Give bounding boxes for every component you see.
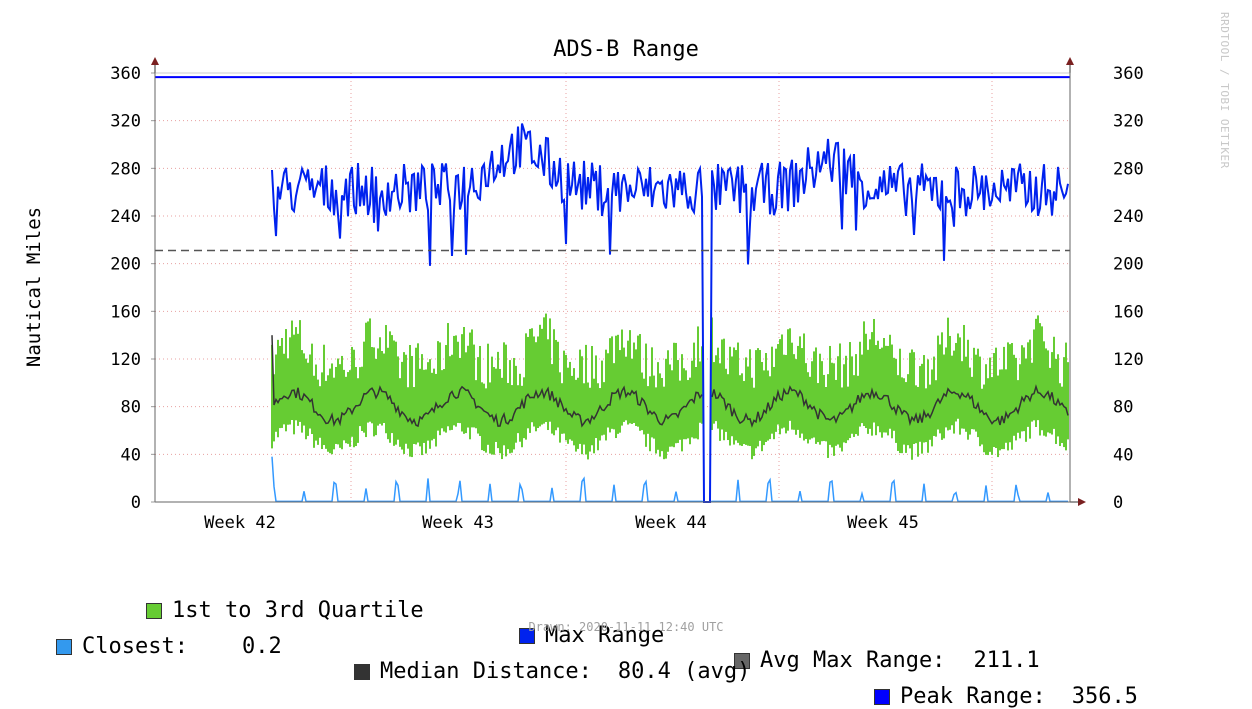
legend-median: Median Distance: 80.4 (avg)	[354, 659, 750, 684]
y-tick-label-left: 360	[110, 64, 141, 84]
y-tick-label-right: 240	[1113, 207, 1144, 227]
legend-swatch-quartile	[146, 602, 162, 619]
y-tick-label-left: 0	[131, 493, 141, 513]
y-tick-label-left: 280	[110, 159, 141, 179]
y-tick-label-left: 80	[121, 398, 141, 418]
max-range-line	[271, 123, 1069, 503]
median-line	[271, 335, 703, 428]
y-tick-label-left: 40	[121, 445, 141, 465]
axes: 0 0 40 40 80 80 120 120 160 160 200 200 240 240 280 280…	[110, 57, 1144, 533]
y-axis-label: Nautical Miles	[23, 207, 45, 367]
closest-line	[271, 456, 1068, 503]
x-axis-arrow	[1078, 498, 1086, 506]
y-tick-label-left: 120	[110, 350, 141, 370]
y-tick-label-right: 80	[1113, 398, 1133, 418]
chart: ADS-B Range Nautical Miles 0 0 40 40 80 80 120…	[23, 37, 1144, 533]
legend-median-value: 80.4 (avg)	[617, 659, 751, 684]
legend-peak: Peak Range: 356.5	[874, 684, 1138, 709]
x-tick-label: Week 43	[422, 513, 494, 533]
y-tick-label-right: 40	[1113, 445, 1133, 465]
y-tick-label-right: 0	[1113, 493, 1123, 513]
legend-max-range-label: Max Range	[545, 623, 665, 648]
x-tick-label: Week 42	[204, 513, 276, 533]
x-tick-label: Week 45	[847, 513, 919, 533]
y-tick-label-left: 240	[110, 207, 141, 227]
y-axis-arrow-left	[151, 57, 159, 65]
legend-closest-value: 0.2	[241, 634, 282, 659]
chart-title: ADS-B Range	[553, 37, 699, 62]
legend-peak-value: 356.5	[1071, 684, 1138, 709]
plot-border	[154, 72, 1071, 503]
legend-swatch-closest	[56, 638, 72, 655]
y-tick-label-right: 160	[1113, 302, 1144, 322]
y-tick-label-right: 200	[1113, 255, 1144, 275]
legend-quartile: 1st to 3rd Quartile	[146, 598, 424, 623]
y-tick-label-right: 120	[1113, 350, 1144, 370]
x-tick-label: Week 44	[635, 513, 707, 533]
y-tick-label-left: 320	[110, 112, 141, 132]
legend-peak-label: Peak Range:	[900, 684, 1046, 709]
legend-median-label: Median Distance:	[380, 659, 592, 684]
legend-closest-label: Closest:	[82, 634, 188, 659]
plot-area	[155, 76, 1070, 503]
y-tick-label-left: 160	[110, 302, 141, 322]
y-axis-arrow-right	[1066, 57, 1074, 65]
legend-max-range: Max Range	[519, 623, 664, 648]
y-tick-label-right: 320	[1113, 112, 1144, 132]
y-tick-label-right: 280	[1113, 159, 1144, 179]
legend-quartile-label: 1st to 3rd Quartile	[172, 598, 424, 623]
rrdtool-watermark: RRDTOOL / TOBI OETIKER	[1218, 12, 1231, 169]
legend-swatch-median	[354, 663, 370, 680]
chart-frame: ADS-B Range Nautical Miles 0 0 40 40 80 80 120…	[23, 12, 1231, 709]
drawn-timestamp: Drawn: 2020-11-11 12:40 UTC	[528, 620, 724, 634]
median-line	[711, 384, 1069, 428]
legend-swatch-max-range	[519, 627, 535, 644]
legend-closest: Closest: 0.2	[56, 634, 282, 659]
y-tick-label-right: 360	[1113, 64, 1144, 84]
legend-row-2: Closest: 0.2 Median Distance: 80.4 (avg)…	[0, 584, 1252, 709]
y-tick-label-left: 200	[110, 255, 141, 275]
legend-swatch-peak	[874, 688, 890, 705]
